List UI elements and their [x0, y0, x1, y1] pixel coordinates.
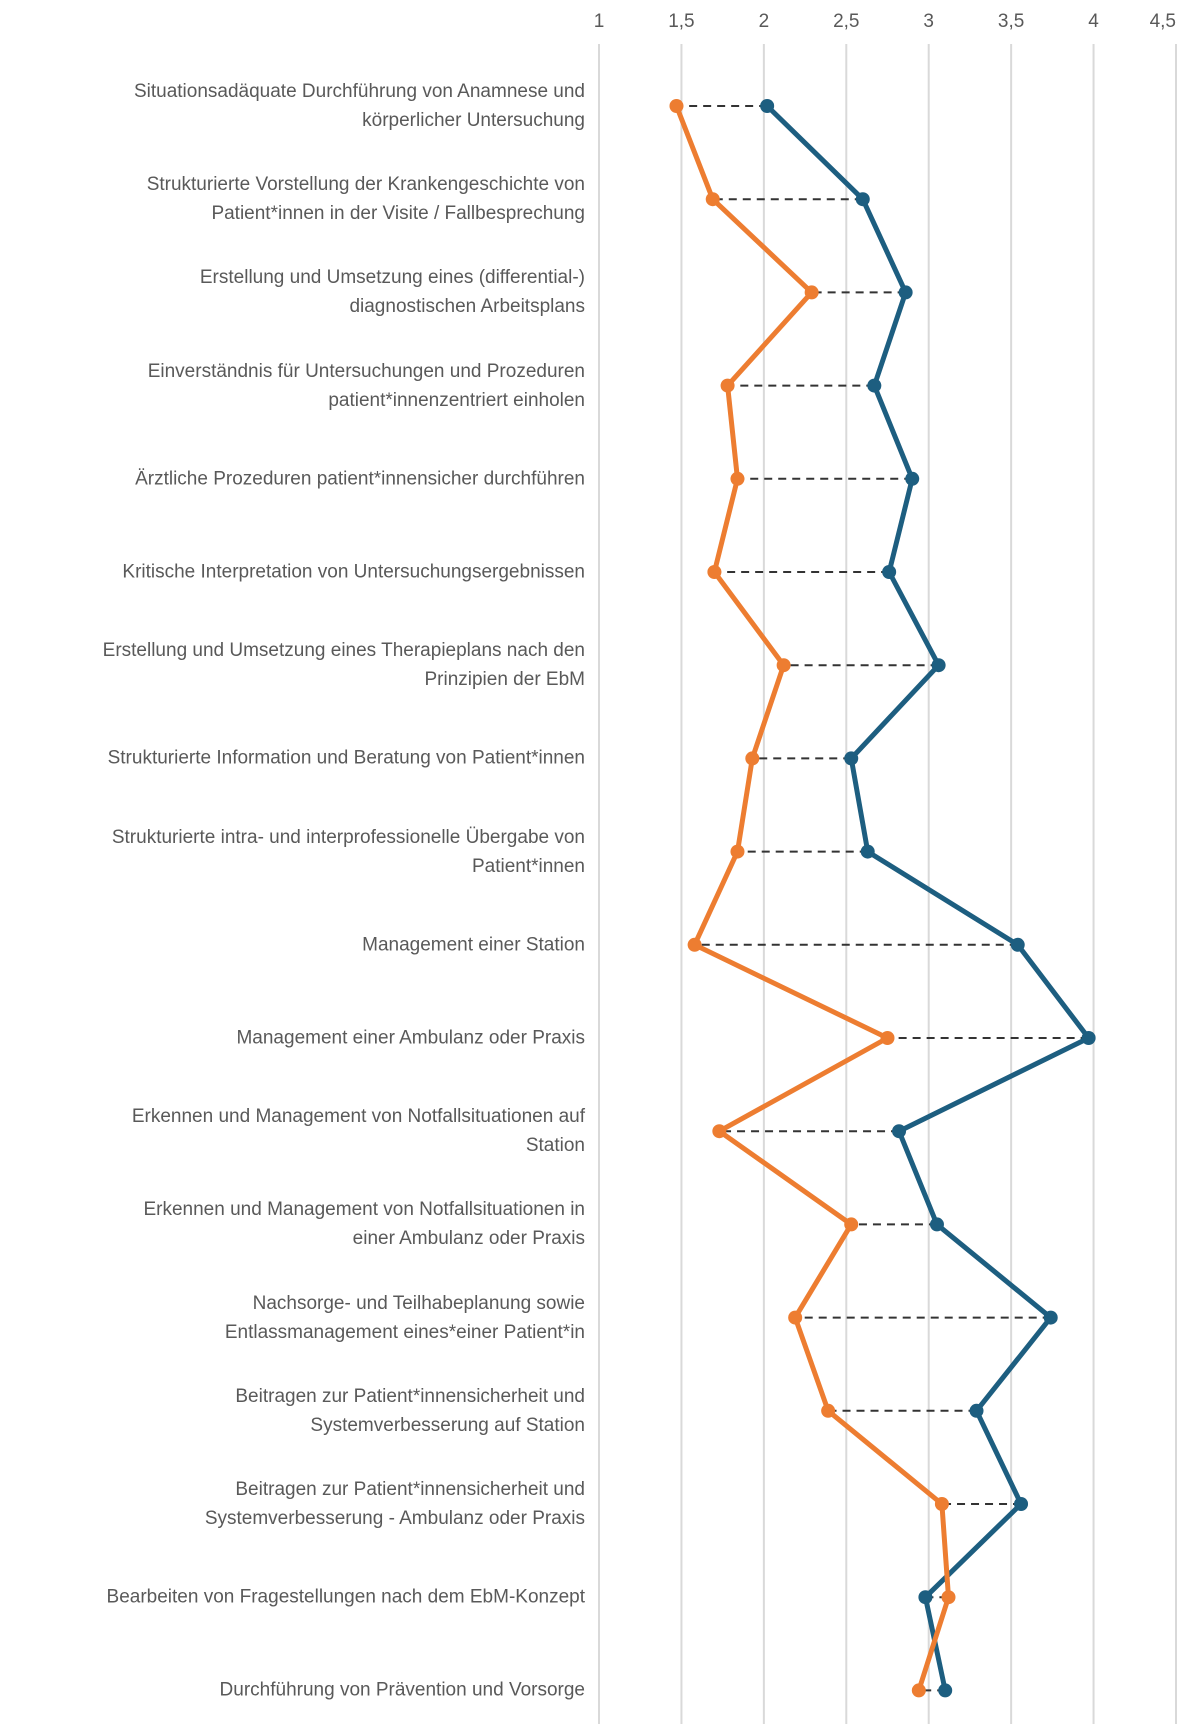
- category-label: Kritische Interpretation von Untersuchun…: [122, 561, 585, 583]
- data-point: [1010, 937, 1025, 952]
- category-label: Nachsorge- und Teilhabeplanung sowie Ent…: [224, 1292, 585, 1343]
- data-point: [855, 192, 870, 207]
- data-point: [860, 844, 875, 859]
- data-point: [918, 1590, 933, 1605]
- data-point: [941, 1590, 956, 1605]
- category-label: Management einer Station: [362, 934, 585, 956]
- category-label: Beitragen zur Patient*innensicherheit un…: [204, 1479, 585, 1529]
- category-label: Erkennen und Management von Notfallsitua…: [143, 1199, 585, 1250]
- data-point: [882, 565, 897, 579]
- data-point: [821, 1403, 836, 1418]
- data-point: [911, 1683, 926, 1698]
- data-point: [934, 1497, 949, 1511]
- category-label: Ärztliche Prozeduren patient*innensicher…: [135, 468, 585, 490]
- x-tick-label: 2: [759, 11, 770, 32]
- data-point: [929, 1217, 944, 1232]
- category-label: Erkennen und Management von Notfallsitua…: [131, 1106, 585, 1157]
- x-tick-label: 2,5: [833, 11, 859, 32]
- category-label: Erstellung und Umsetzung eines (differen…: [199, 267, 585, 318]
- data-point: [938, 1683, 953, 1698]
- category-label: Beitragen zur Patient*innensicherheit un…: [235, 1385, 585, 1436]
- x-tick-label: 1,5: [668, 11, 694, 32]
- data-point: [720, 378, 735, 393]
- x-tick-label: 1: [594, 11, 605, 32]
- data-point: [1014, 1497, 1029, 1511]
- data-point: [880, 1031, 895, 1045]
- data-point: [669, 99, 684, 113]
- category-label: Strukturierte Vorstellung der Krankenges…: [146, 174, 585, 225]
- data-point: [712, 1124, 727, 1139]
- category-label: Strukturierte Information und Beratung v…: [107, 747, 585, 769]
- data-point: [776, 658, 791, 673]
- category-label: Situationsadäquate Durchführung von Anam…: [133, 81, 585, 131]
- data-point: [730, 471, 745, 486]
- data-point: [931, 658, 946, 673]
- data-point: [687, 937, 702, 952]
- data-point: [969, 1403, 984, 1418]
- data-point: [867, 378, 882, 393]
- data-point: [892, 1124, 907, 1139]
- data-point: [760, 99, 775, 113]
- x-tick-label: 3: [923, 11, 934, 32]
- series-line: [674, 105, 951, 1692]
- category-label: Durchführung von Prävention und Vorsorge: [219, 1679, 585, 1701]
- data-point: [844, 751, 859, 766]
- x-tick-label: 3,5: [998, 11, 1024, 32]
- data-point: [707, 565, 722, 579]
- category-label: Management einer Ambulanz oder Praxis: [236, 1027, 585, 1049]
- category-label: Bearbeiten von Fragestellungen nach dem …: [106, 1586, 585, 1608]
- data-point: [1043, 1310, 1058, 1325]
- data-point: [788, 1310, 803, 1325]
- data-point: [1081, 1031, 1096, 1045]
- data-point: [730, 844, 745, 859]
- x-tick-label: 4,5: [1150, 11, 1176, 32]
- data-point: [905, 471, 920, 486]
- category-label: Erstellung und Umsetzung eines Therapiep…: [102, 640, 585, 691]
- data-point: [844, 1217, 859, 1232]
- data-point: [898, 285, 913, 300]
- category-label: Einverständnis für Untersuchungen und Pr…: [147, 360, 585, 411]
- data-point: [745, 751, 760, 766]
- data-point: [804, 285, 819, 300]
- data-point: [705, 192, 720, 207]
- category-label: Strukturierte intra- und interprofession…: [111, 826, 585, 877]
- x-tick-label: 4: [1088, 11, 1099, 32]
- series-line: [765, 104, 1092, 1691]
